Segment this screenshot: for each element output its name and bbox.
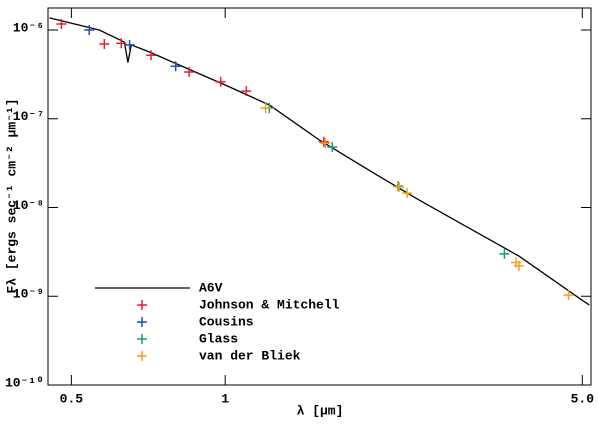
legend-label: van der Bliek <box>199 348 301 363</box>
y-tick-label: 10⁻⁷ <box>13 109 44 124</box>
data-point <box>393 181 404 192</box>
spectrum-line <box>49 17 590 306</box>
legend-marker <box>137 317 147 327</box>
y-tick-label: 10⁻⁸ <box>13 198 44 213</box>
legend-marker <box>137 300 147 310</box>
data-point <box>514 260 525 271</box>
y-tick-label: 10⁻⁶ <box>13 20 44 35</box>
data-point <box>124 39 135 50</box>
data-point <box>318 136 329 147</box>
data-point <box>327 142 338 153</box>
data-point <box>84 25 95 36</box>
data-point <box>146 50 157 61</box>
data-point <box>170 61 181 72</box>
data-point <box>56 18 67 29</box>
data-point <box>563 290 574 301</box>
x-tick-label: 5.0 <box>571 391 595 406</box>
data-point <box>116 38 127 49</box>
y-axis-label: Fλ [ergs sec⁻¹ cm⁻² μm⁻¹] <box>4 98 19 293</box>
data-point <box>320 138 331 149</box>
data-point <box>99 39 110 50</box>
data-point <box>241 86 252 97</box>
legend-label: Glass <box>199 331 238 346</box>
data-point <box>402 188 413 199</box>
legend-marker <box>137 334 147 344</box>
legend-label: A6V <box>199 280 223 295</box>
data-point <box>184 67 195 78</box>
data-point <box>394 182 405 193</box>
x-tick-label: 0.5 <box>60 391 84 406</box>
data-point <box>499 248 510 259</box>
x-axis-label: λ [μm] <box>297 403 344 418</box>
y-tick-label: 10⁻⁹ <box>13 287 44 302</box>
plot-frame <box>47 7 592 386</box>
data-point <box>260 103 271 114</box>
legend-marker <box>137 351 147 361</box>
y-tick-label: 10⁻¹⁰ <box>5 375 44 390</box>
x-tick-label: 1 <box>221 391 229 406</box>
data-point <box>215 76 226 87</box>
legend-label: Cousins <box>199 314 254 329</box>
legend-label: Johnson & Mitchell <box>199 297 340 312</box>
